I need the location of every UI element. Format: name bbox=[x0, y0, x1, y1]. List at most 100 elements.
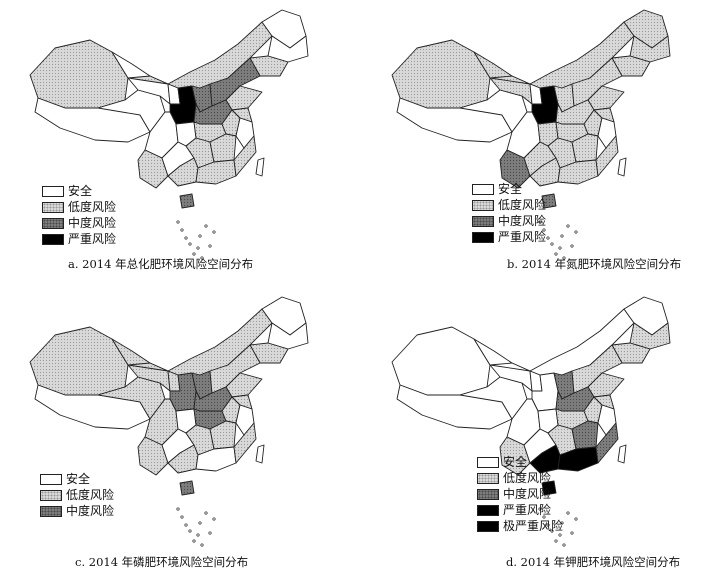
region-xinjiang bbox=[29, 326, 129, 396]
legend-label: 低度风险 bbox=[68, 200, 117, 214]
region-qinghai bbox=[97, 376, 166, 420]
south-sea-island bbox=[566, 224, 570, 228]
south-sea-island bbox=[200, 256, 204, 260]
south-sea-island bbox=[560, 234, 564, 238]
region-xinjiang bbox=[391, 326, 491, 396]
legend-swatch-low bbox=[40, 490, 62, 501]
south-sea-island bbox=[188, 529, 192, 533]
region-hainan bbox=[541, 193, 557, 209]
legend-label: 低度风险 bbox=[503, 471, 552, 485]
legend-swatch-low bbox=[477, 473, 499, 484]
south-sea-island bbox=[562, 256, 566, 260]
region-jiangxi bbox=[571, 133, 599, 163]
legend-label: 低度风险 bbox=[66, 488, 115, 502]
map-phosphate-fertilizer bbox=[29, 296, 309, 547]
legend-label: 严重风险 bbox=[68, 232, 117, 246]
south-sea-island bbox=[200, 543, 204, 547]
south-sea-island bbox=[184, 236, 188, 240]
south-sea-island bbox=[550, 529, 554, 533]
region-hainan bbox=[179, 193, 195, 209]
south-sea-island bbox=[542, 515, 546, 519]
region-fujian bbox=[595, 135, 619, 177]
legend-swatch-mid bbox=[40, 506, 62, 517]
south-sea-island bbox=[546, 523, 550, 527]
south-sea-island bbox=[542, 228, 546, 232]
south-sea-island bbox=[198, 521, 202, 525]
south-sea-island bbox=[208, 244, 212, 248]
legend-swatch-safe bbox=[40, 474, 62, 485]
region-taiwan bbox=[617, 157, 627, 177]
region-zhejiang bbox=[235, 117, 255, 149]
legend-label: 中度风险 bbox=[498, 214, 547, 228]
legend-swatch-severe bbox=[472, 232, 494, 243]
legend-label: 极严重风险 bbox=[503, 519, 564, 533]
legend-swatch-safe bbox=[477, 457, 499, 468]
south-sea-island bbox=[196, 533, 200, 537]
caption-c: c. 2014 年磷肥环境风险空间分布 bbox=[75, 555, 249, 569]
south-sea-island bbox=[554, 252, 558, 256]
legend-label: 严重风险 bbox=[503, 503, 552, 517]
panel-c: 安全低度风险中度风险 c. 2014 年磷肥环境风险空间分布 bbox=[0, 287, 360, 574]
south-sea-island bbox=[560, 521, 564, 525]
map-potash-fertilizer bbox=[391, 296, 671, 547]
panel-a: 安全低度风险中度风险严重风险 a. 2014 年总化肥环境风险空间分布 bbox=[0, 0, 360, 287]
south-sea-island bbox=[570, 531, 574, 535]
south-sea-island bbox=[212, 517, 216, 521]
south-sea-island bbox=[198, 234, 202, 238]
region-zhejiang bbox=[597, 117, 617, 149]
south-sea-island bbox=[570, 244, 574, 248]
south-sea-island bbox=[192, 252, 196, 256]
south-sea-island bbox=[574, 230, 578, 234]
legend-swatch-mid bbox=[42, 218, 64, 229]
legend-swatch-safe bbox=[42, 186, 64, 197]
south-sea-island bbox=[558, 533, 562, 537]
region-fujian bbox=[233, 135, 257, 177]
legend-label: 安全 bbox=[68, 184, 93, 198]
region-zhejiang bbox=[597, 404, 617, 436]
region-taiwan bbox=[255, 444, 265, 464]
south-sea-island bbox=[180, 515, 184, 519]
south-sea-island bbox=[208, 531, 212, 535]
region-zhejiang bbox=[235, 404, 255, 436]
region-fujian bbox=[233, 422, 257, 464]
legend-swatch-severe bbox=[477, 505, 499, 516]
legend-label: 安全 bbox=[503, 455, 528, 469]
panel-d: 安全低度风险中度风险严重风险极严重风险 d. 2014 年钾肥环境风险空间分布 bbox=[362, 287, 723, 574]
map-total-fertilizer bbox=[29, 9, 309, 260]
legend-label: 低度风险 bbox=[498, 198, 547, 212]
region-taiwan bbox=[255, 157, 265, 177]
region-fujian bbox=[595, 422, 619, 464]
legend-label: 安全 bbox=[498, 182, 523, 196]
south-sea-island bbox=[558, 246, 562, 250]
region-hainan bbox=[179, 480, 195, 496]
legend-label: 中度风险 bbox=[503, 487, 552, 501]
south-sea-island bbox=[574, 517, 578, 521]
caption-a: a. 2014 年总化肥环境风险空间分布 bbox=[68, 257, 254, 271]
legend-swatch-extreme bbox=[477, 521, 499, 532]
region-qinghai bbox=[459, 89, 528, 133]
region-qinghai bbox=[97, 89, 166, 133]
caption-d: d. 2014 年钾肥环境风险空间分布 bbox=[506, 555, 681, 569]
legend-label: 中度风险 bbox=[66, 504, 115, 518]
map-nitrogen-fertilizer bbox=[391, 9, 671, 260]
legend-swatch-low bbox=[42, 202, 64, 213]
legend-label: 中度风险 bbox=[68, 216, 117, 230]
south-sea-island bbox=[212, 230, 216, 234]
legend-label: 安全 bbox=[66, 472, 91, 486]
region-xinjiang bbox=[391, 39, 491, 109]
caption-b: b. 2014 年氮肥环境风险空间分布 bbox=[507, 257, 682, 271]
south-sea-island bbox=[546, 236, 550, 240]
south-sea-island bbox=[550, 242, 554, 246]
legend-swatch-mid bbox=[472, 216, 494, 227]
south-sea-island bbox=[176, 220, 180, 224]
south-sea-island bbox=[204, 224, 208, 228]
legend-swatch-mid bbox=[477, 489, 499, 500]
south-sea-island bbox=[562, 543, 566, 547]
south-sea-island bbox=[554, 539, 558, 543]
legend-swatch-severe bbox=[42, 234, 64, 245]
south-sea-island bbox=[204, 511, 208, 515]
south-sea-island bbox=[180, 228, 184, 232]
south-sea-island bbox=[538, 220, 542, 224]
legend-swatch-low bbox=[472, 200, 494, 211]
region-taiwan bbox=[617, 444, 627, 464]
